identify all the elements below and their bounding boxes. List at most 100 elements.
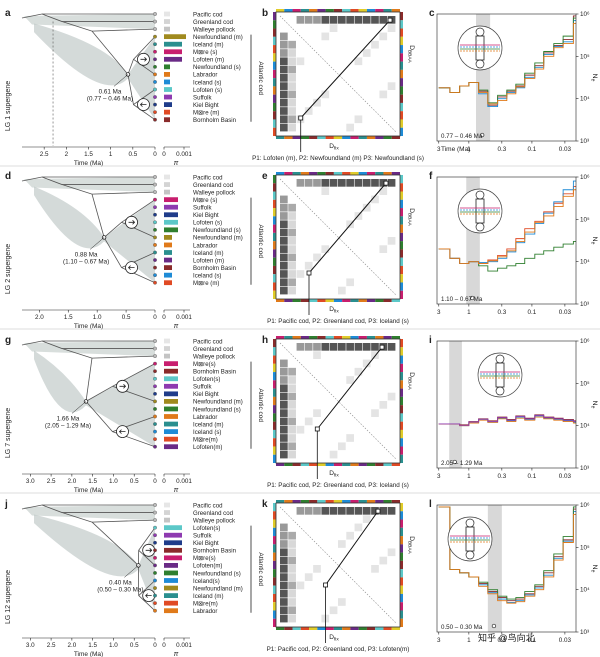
matrix-cell	[288, 74, 296, 82]
pi-tick-label: 0.001	[176, 151, 192, 158]
matrix-border-color	[400, 241, 403, 250]
panel-row-0: a b c LG 1 supergene 0.61 Ma(0.77 – 0.46 Ma)…	[0, 8, 600, 167]
tip-node	[153, 339, 157, 343]
matrix-border-color	[273, 339, 276, 348]
matrix-border-color	[383, 336, 392, 339]
species-name: Lofoten (s)	[193, 220, 222, 227]
ne-y-tick-label: 10⁵	[580, 53, 590, 60]
matrix-border-color	[400, 183, 403, 192]
matrix-border-color	[325, 9, 334, 12]
matrix-border-color	[273, 119, 276, 128]
time-tick-label: 1.0	[109, 642, 118, 649]
pi-bar	[164, 563, 178, 568]
tip-node	[153, 265, 157, 270]
dfix-label: Dfix	[329, 470, 339, 479]
dbbaa-sub: BBAA	[407, 213, 413, 227]
pi-bar	[164, 117, 170, 123]
divergence-range: (2.05 – 1.29 Ma)	[45, 422, 91, 429]
species-name: Iceland (m)	[193, 593, 223, 600]
zoom-inset	[447, 516, 493, 562]
panel-letter: i	[429, 335, 432, 346]
matrix-border-color	[273, 347, 276, 356]
matrix-cell	[280, 565, 288, 573]
matrix-border-color	[273, 94, 276, 103]
pi-bar	[164, 547, 182, 553]
matrix-cell	[288, 220, 296, 229]
species-name: Labrador	[193, 608, 217, 615]
highlight-cell	[323, 582, 328, 588]
matrix-border-color	[309, 336, 318, 339]
matrix-cell	[362, 359, 371, 368]
time-tick-label: 0	[153, 478, 157, 485]
range-marker	[491, 623, 497, 629]
matrix-cell	[280, 286, 288, 295]
matrix-border-color	[325, 136, 334, 139]
species-name: Iceland (s)	[193, 79, 221, 86]
pi-bar	[164, 436, 178, 442]
matrix-border-color	[400, 396, 403, 406]
pi-bar	[164, 265, 172, 270]
matrix-border-color	[350, 627, 359, 630]
matrix-cell	[288, 253, 296, 262]
matrix-cell	[288, 90, 296, 99]
panel-row-1: d e f LG 2 supergene 0.88 Ma(1.10 – 0.67 Ma)…	[0, 171, 600, 330]
arrow-icon	[140, 57, 148, 62]
dbbaa-sub: BBAA	[407, 541, 413, 555]
ne-x-tick-label: 0.3	[497, 637, 506, 644]
p-line-label: P1: Pacific cod, P2: Greenland cod, P3: …	[267, 646, 410, 653]
matrix-cell	[280, 425, 288, 434]
species-name: Lofoten(s)	[193, 525, 220, 532]
pi-tick-label: 0	[162, 314, 166, 321]
pi-bar	[164, 56, 182, 62]
time-tick-label: 1.5	[88, 642, 97, 649]
matrix-cell	[387, 548, 396, 557]
matrix-border-color	[273, 208, 276, 217]
matrix-cell	[304, 417, 313, 426]
species-name: Suffolk	[193, 533, 212, 540]
matrix-border-color	[342, 136, 351, 139]
matrix-border-color	[400, 28, 403, 37]
matrix-border-color	[366, 299, 376, 302]
matrix-cell	[288, 434, 296, 442]
species-name: Lofoten(m)	[193, 444, 222, 451]
matrix-border-color	[284, 299, 293, 302]
pi-bar	[164, 79, 170, 85]
tip-node	[153, 117, 157, 122]
matrix-border-color	[276, 172, 285, 175]
matrix-cell	[362, 16, 371, 24]
matrix-border-color	[273, 585, 276, 594]
matrix-border-color	[309, 136, 318, 139]
matrix-cell	[280, 392, 288, 401]
tree-branch	[91, 30, 129, 75]
matrix-border-color	[273, 372, 276, 381]
tip-node	[153, 503, 157, 507]
matrix-border-color	[273, 552, 276, 561]
matrix-border-color	[300, 299, 310, 302]
matrix-border-color	[400, 519, 403, 528]
ne-plot: 3 1 0.3 0.1 0.03 10³ 10⁴ 10⁵ 10⁶ Ne 2.05 – 1.29 Ma	[436, 338, 598, 480]
ne-plot: 3 1 0.3 0.1 0.03 10³ 10⁴ 10⁵ 10⁶ Ne 0.77 – 0.46 Ma…	[436, 11, 598, 153]
matrix-cell	[280, 90, 288, 99]
pi-bar	[164, 532, 182, 538]
matrix-border-color	[292, 336, 301, 339]
matrix-border-color	[317, 172, 326, 175]
time-tick-label: 3.0	[26, 478, 35, 485]
matrix-cell	[288, 598, 296, 606]
matrix-cell	[280, 237, 288, 245]
tip-node	[153, 384, 157, 389]
pi-bar	[164, 429, 178, 434]
ne-x-tick-label: 0.3	[497, 146, 506, 153]
ne-series-line	[438, 22, 576, 105]
matrix-cell	[280, 573, 288, 581]
matrix-border-color	[400, 503, 403, 512]
species-name: Lofoten(m)	[193, 563, 222, 570]
tip-node	[153, 258, 157, 262]
tip-node	[153, 280, 157, 285]
matrix-border-color	[317, 299, 326, 302]
arrow-icon	[128, 220, 136, 225]
panel-letter: f	[429, 171, 433, 182]
matrix-border-color	[400, 618, 403, 627]
species-name: Bornholm Basin	[193, 369, 236, 376]
matrix-cell	[288, 286, 296, 295]
